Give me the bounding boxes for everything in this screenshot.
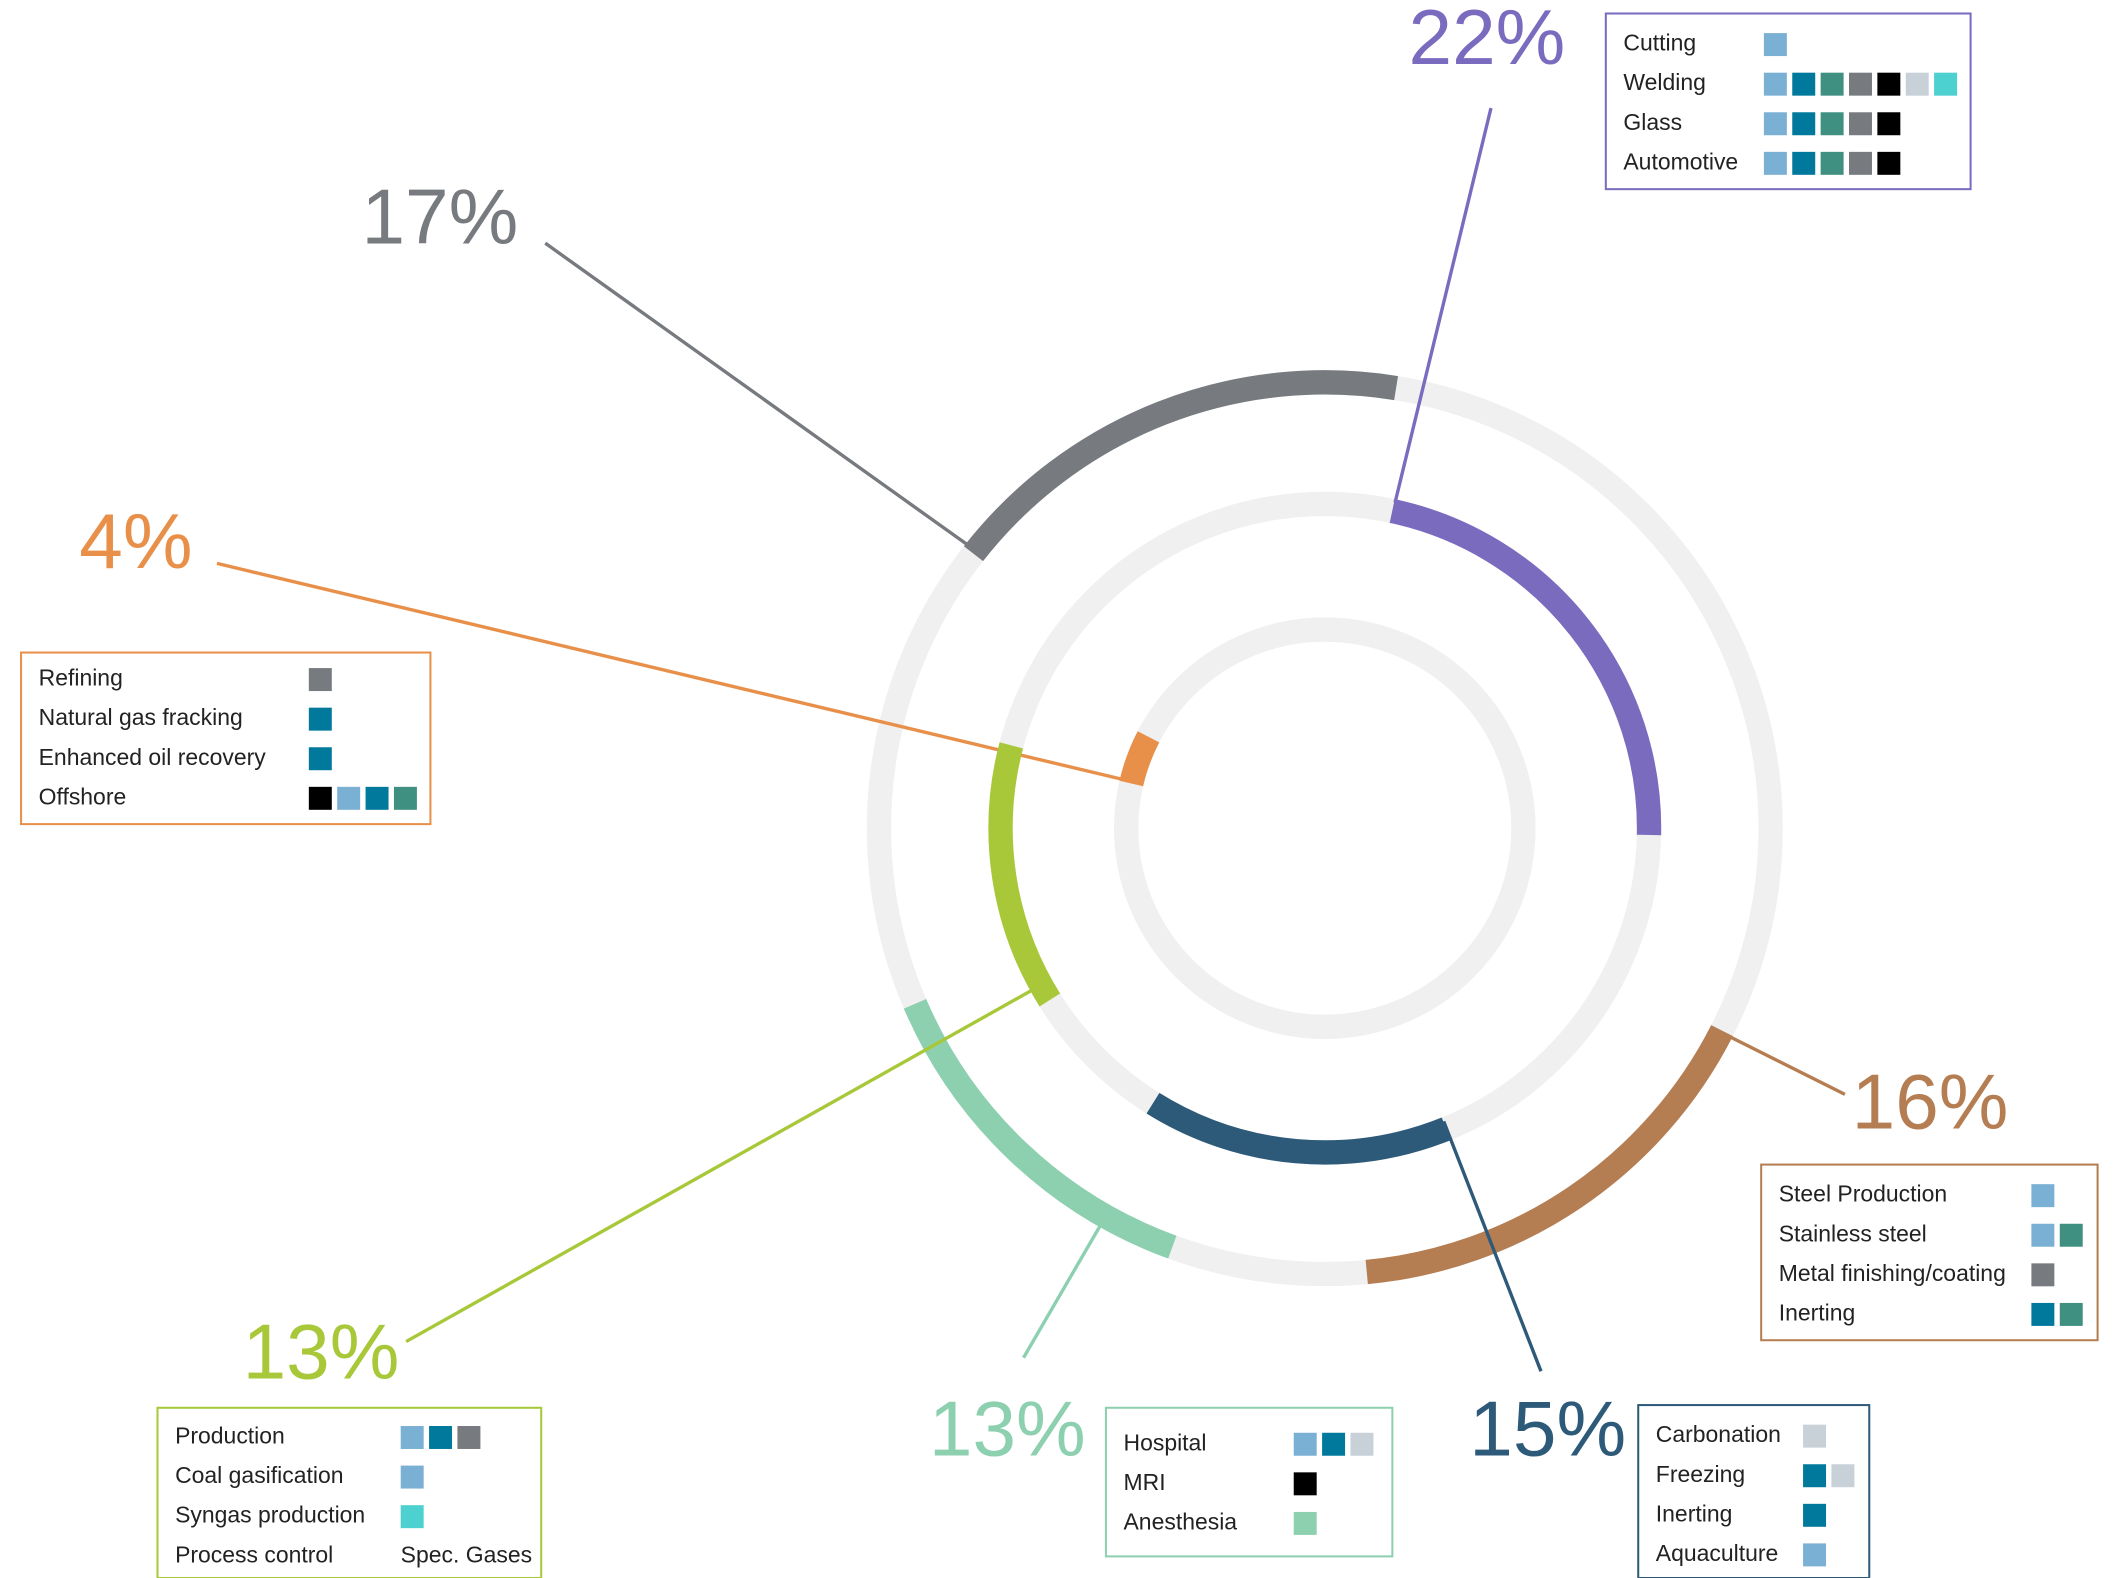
leader-line (1722, 1032, 1846, 1096)
segment-arc (963, 370, 1399, 562)
legend-swatch (1820, 112, 1844, 136)
legend-swatch (1820, 151, 1844, 175)
legend-swatch (1322, 1432, 1346, 1456)
legend-swatch (1293, 1511, 1317, 1535)
leader-line (1022, 1205, 1113, 1359)
percent-label: 16% (1852, 1058, 2009, 1146)
legend-label: MRI (1123, 1469, 1165, 1495)
legend-swatch (1763, 151, 1787, 175)
legend-swatch (1350, 1432, 1374, 1456)
legend-label: Production (175, 1423, 285, 1449)
legend-box (1604, 12, 1972, 191)
legend-swatch (1877, 151, 1901, 175)
legend-swatch (1877, 112, 1901, 136)
segment-arc (1119, 731, 1160, 787)
legend-label: Aquaculture (1656, 1540, 1779, 1566)
legend-swatch (1877, 72, 1901, 96)
legend-swatch (400, 1426, 424, 1449)
legend-swatch (1792, 112, 1816, 136)
segment-arc (903, 999, 1177, 1259)
legend-swatch (1293, 1472, 1317, 1496)
leader-line (1442, 1120, 1543, 1372)
legend-swatch (1763, 112, 1787, 136)
legend-swatch (2059, 1223, 2083, 1247)
legend-box (1637, 1404, 1871, 1578)
legend-swatch (337, 786, 361, 810)
legend-swatch (393, 786, 417, 810)
legend-label: Cutting (1623, 30, 1696, 56)
legend-swatch (308, 747, 332, 771)
legend-label: Glass (1623, 109, 1682, 135)
legend-swatch (2031, 1184, 2055, 1208)
legend-swatch (1820, 72, 1844, 96)
legend-label: Metal finishing/coating (1779, 1260, 2006, 1286)
legend-swatch (1849, 72, 1872, 96)
legend-swatch (1792, 151, 1816, 175)
ring-track (1114, 617, 1536, 1039)
percent-label: 15% (1469, 1384, 1626, 1472)
legend-label: Enhanced oil recovery (39, 744, 267, 770)
legend-swatch (1763, 72, 1787, 96)
legend-swatch (308, 707, 332, 731)
legend-label: Coal gasification (175, 1462, 343, 1488)
percent-label: 22% (1409, 0, 1566, 81)
legend-label: Anesthesia (1123, 1508, 1237, 1534)
legend-swatch (1905, 72, 1929, 96)
legend-swatch (2031, 1263, 2055, 1287)
segment-arc (1365, 1025, 1733, 1285)
legend-label: Stainless steel (1779, 1220, 1927, 1246)
legend-label: Inerting (1779, 1299, 1856, 1325)
legend-swatch (308, 786, 332, 810)
legend-label: Hospital (1123, 1429, 1206, 1455)
percent-label: 17% (361, 173, 518, 261)
legend-swatch (1803, 1464, 1827, 1488)
percent-label: 13% (929, 1384, 1086, 1472)
legend-label: Offshore (39, 783, 127, 809)
percent-label: 13% (243, 1307, 400, 1395)
legend-swatch (1849, 151, 1872, 175)
leader-line (405, 982, 1045, 1344)
legend-swatch (2059, 1302, 2083, 1326)
percent-label: 4% (79, 497, 192, 585)
legend-label: Refining (39, 665, 123, 691)
legend-swatch (1763, 33, 1787, 57)
legend-swatch (400, 1465, 424, 1489)
legend-swatch (400, 1505, 424, 1529)
legend-label: Steel Production (1779, 1181, 1947, 1207)
legend-swatch (2031, 1223, 2055, 1247)
leader-line (216, 561, 1130, 783)
legend-swatch (1803, 1424, 1827, 1448)
legend-label: Automotive (1623, 148, 1738, 174)
segment-arc (988, 742, 1061, 1007)
legend-swatch (1831, 1464, 1855, 1488)
legend-swatch (1803, 1543, 1827, 1567)
legend-swatch (308, 668, 332, 692)
legend-swatch (365, 786, 389, 810)
leader-line (544, 241, 982, 556)
legend-swatch (1934, 72, 1958, 96)
legend-swatch (429, 1426, 453, 1449)
leader-line (1393, 107, 1493, 503)
segment-arc (1389, 499, 1662, 836)
legend-swatch (1849, 112, 1872, 136)
legend-note: Spec. Gases (401, 1541, 532, 1567)
legend-label: Process control (175, 1541, 333, 1567)
legend-label: Syngas production (175, 1502, 365, 1528)
legend-box (20, 651, 432, 826)
legend-label: Inerting (1656, 1500, 1733, 1526)
legend-box (1104, 1406, 1394, 1558)
legend-swatch (1792, 72, 1816, 96)
legend-swatch (2031, 1302, 2055, 1326)
legend-label: Freezing (1656, 1461, 1745, 1487)
legend-label: Natural gas fracking (39, 704, 243, 730)
segment-arc (1146, 1092, 1451, 1165)
legend-label: Carbonation (1656, 1421, 1781, 1447)
legend-swatch (1803, 1503, 1827, 1527)
legend-label: Welding (1623, 69, 1706, 95)
legend-swatch (457, 1426, 481, 1449)
legend-swatch (1293, 1432, 1317, 1456)
